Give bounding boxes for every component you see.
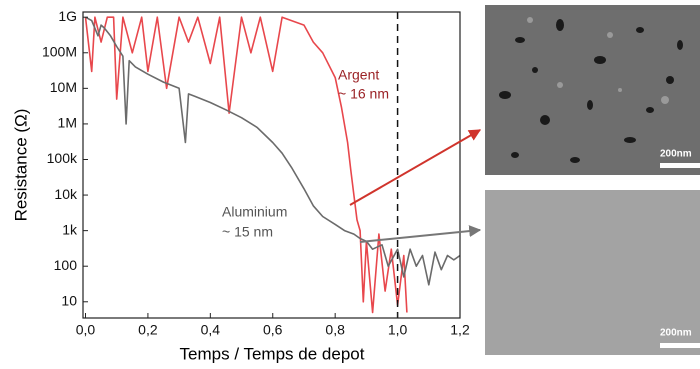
annotation: ~ 16 nm — [338, 86, 389, 102]
sem-image: 200nm — [485, 190, 700, 355]
y-tick-label: 10M — [50, 79, 77, 95]
scale-label: 200nm — [660, 328, 692, 339]
plot-frame — [82, 11, 461, 319]
sem-image: 200nm — [485, 5, 700, 175]
annotation: ~ 15 nm — [222, 224, 273, 240]
arrow — [349, 129, 482, 206]
series-layer — [84, 16, 460, 314]
series-line — [85, 16, 460, 286]
y-tick-label: 1M — [58, 115, 77, 131]
y-tick-label: 10k — [54, 186, 78, 202]
x-tick-label: 0,8 — [325, 322, 345, 338]
x-tick-label: 0,2 — [138, 322, 158, 338]
y-tick-label: 100 — [54, 257, 78, 273]
y-axis-title: Resistance (Ω) — [11, 109, 30, 222]
annotation: Aluminium — [222, 204, 287, 220]
y-tick-label: 10 — [61, 292, 77, 308]
x-tick-label: 0,6 — [263, 322, 283, 338]
y-tick-label: 100M — [42, 43, 77, 59]
x-tick-label: 1,0 — [388, 322, 408, 338]
y-tick-label: 1G — [58, 8, 77, 24]
series-line — [84, 16, 408, 314]
x-tick-label: 0,4 — [201, 322, 221, 338]
x-axis-title: Temps / Temps de depot — [180, 344, 365, 363]
x-tick-label: 1,2 — [450, 322, 470, 338]
scale-label: 200nm — [660, 149, 692, 160]
plot-area — [84, 12, 460, 318]
y-tick-label: 100k — [47, 150, 78, 166]
arrow — [359, 225, 482, 243]
annotation: Argent — [338, 67, 379, 83]
x-tick-label: 0,0 — [76, 322, 96, 338]
y-tick-label: 1k — [62, 221, 78, 237]
